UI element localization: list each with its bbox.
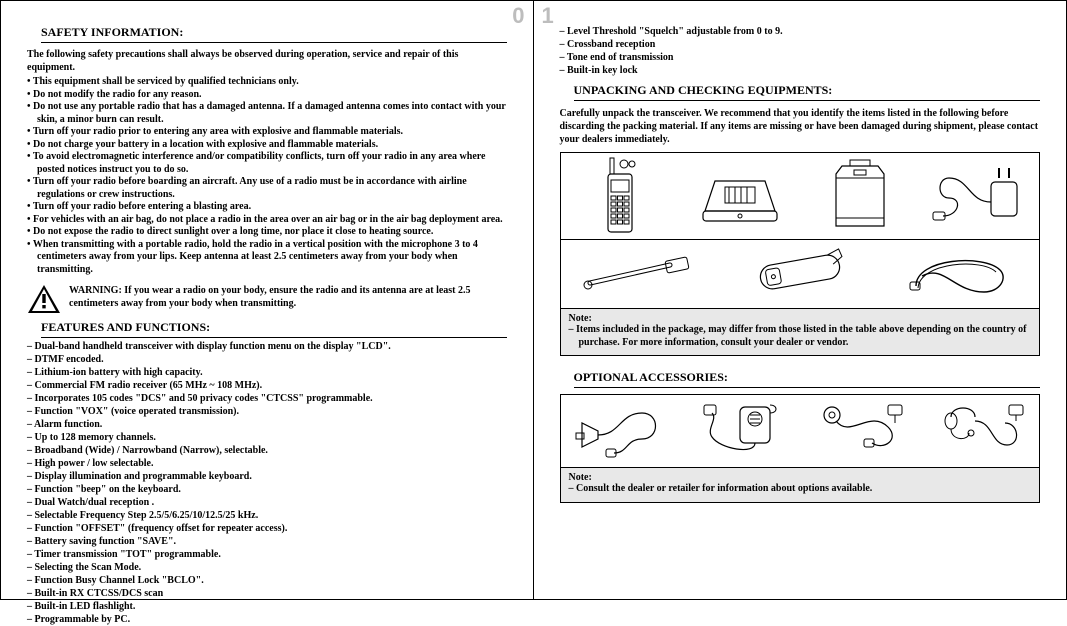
page-0: 0 SAFETY INFORMATION: The following safe… xyxy=(1,1,534,599)
feature-item: Function "OFFSET" (frequency offset for … xyxy=(27,522,507,535)
page-spread: 0 SAFETY INFORMATION: The following safe… xyxy=(0,0,1067,600)
features-title: FEATURES AND FUNCTIONS: xyxy=(41,320,507,338)
speaker-mic-icon xyxy=(680,395,800,467)
safety-list: This equipment shall be serviced by qual… xyxy=(27,76,507,276)
feature-item: Dual Watch/dual reception . xyxy=(27,496,507,509)
package-note-title: Note: xyxy=(569,313,1032,324)
safety-item: Turn off your radio prior to entering an… xyxy=(27,126,507,139)
safety-item: For vehicles with an air bag, do not pla… xyxy=(27,214,507,227)
package-note-body: Items included in the package, may diffe… xyxy=(569,324,1032,349)
feature-item: Function "VOX" (voice operated transmiss… xyxy=(27,405,507,418)
feature-item: Lithium-ion battery with high capacity. xyxy=(27,366,507,379)
feature-item: Function Busy Channel Lock "BCLO". xyxy=(27,574,507,587)
feature-item: Broadband (Wide) / Narrowband (Narrow), … xyxy=(27,444,507,457)
feature-item: Timer transmission "TOT" programmable. xyxy=(27,548,507,561)
unpacking-intro: Carefully unpack the transceiver. We rec… xyxy=(560,107,1041,146)
page-number-left: 0 xyxy=(512,3,524,29)
warning-text: WARNING: If you wear a radio on your bod… xyxy=(69,284,507,310)
wrist-strap-icon xyxy=(880,240,1040,308)
feature-item: Built-in key lock xyxy=(560,64,1041,77)
safety-item: Do not use any portable radio that has a… xyxy=(27,101,507,126)
accessories-note-title: Note: xyxy=(569,472,1032,483)
features-cont-list: Level Threshold "Squelch" adjustable fro… xyxy=(560,25,1041,77)
earpiece-icon xyxy=(800,395,920,467)
feature-item: Incorporates 105 codes "DCS" and 50 priv… xyxy=(27,392,507,405)
feature-item: Built-in RX CTCSS/DCS scan xyxy=(27,587,507,600)
feature-item: Selectable Frequency Step 2.5/5/6.25/10/… xyxy=(27,509,507,522)
package-note-box: Note: Items included in the package, may… xyxy=(560,309,1041,356)
page-number-right: 1 xyxy=(542,3,554,29)
accessories-grid xyxy=(560,394,1041,468)
feature-item: Battery saving function "SAVE". xyxy=(27,535,507,548)
belt-clip-icon xyxy=(720,240,880,308)
safety-item: When transmitting with a portable radio,… xyxy=(27,239,507,277)
safety-intro: The following safety precautions shall a… xyxy=(27,49,507,74)
unpacking-title: UNPACKING AND CHECKING EQUIPMENTS: xyxy=(574,83,1041,101)
feature-item: Programmable by PC. xyxy=(27,613,507,626)
safety-item: Turn off your radio before entering a bl… xyxy=(27,201,507,214)
battery-pack-icon xyxy=(800,153,920,239)
safety-item: To avoid electromagnetic interference an… xyxy=(27,151,507,176)
features-list: Dual-band handheld transceiver with disp… xyxy=(27,340,507,626)
feature-item: Commercial FM radio receiver (65 MHz ~ 1… xyxy=(27,379,507,392)
accessories-note-box: Note: Consult the dealer or retailer for… xyxy=(560,468,1041,503)
feature-item: Alarm function. xyxy=(27,418,507,431)
safety-item: Do not modify the radio for any reason. xyxy=(27,89,507,102)
accessories-note-body: Consult the dealer or retailer for infor… xyxy=(569,483,1032,496)
warning-row: WARNING: If you wear a radio on your bod… xyxy=(27,284,507,314)
accessories-title: OPTIONAL ACCESSORIES: xyxy=(574,370,1041,388)
feature-item: Display illumination and programmable ke… xyxy=(27,470,507,483)
feature-item: Crossband reception xyxy=(560,38,1041,51)
feature-item: Up to 128 memory channels. xyxy=(27,431,507,444)
safety-item: This equipment shall be serviced by qual… xyxy=(27,76,507,89)
warning-triangle-icon xyxy=(27,284,61,314)
car-charger-icon xyxy=(561,395,681,467)
feature-item: High power / low selectable. xyxy=(27,457,507,470)
feature-item: Function "beep" on the keyboard. xyxy=(27,483,507,496)
antenna-icon xyxy=(561,240,721,308)
feature-item: Tone end of transmission xyxy=(560,51,1041,64)
safety-title: SAFETY INFORMATION: xyxy=(41,25,507,43)
feature-item: Selecting the Scan Mode. xyxy=(27,561,507,574)
charger-cradle-icon xyxy=(680,153,800,239)
package-contents-grid xyxy=(560,152,1041,309)
power-adapter-icon xyxy=(919,153,1039,239)
feature-item: Dual-band handheld transceiver with disp… xyxy=(27,340,507,353)
safety-item: Do not charge your battery in a location… xyxy=(27,139,507,152)
safety-item: Turn off your radio before boarding an a… xyxy=(27,176,507,201)
headset-icon xyxy=(919,395,1039,467)
feature-item: Level Threshold "Squelch" adjustable fro… xyxy=(560,25,1041,38)
feature-item: DTMF encoded. xyxy=(27,353,507,366)
page-1: 1 Level Threshold "Squelch" adjustable f… xyxy=(534,1,1067,599)
handheld-radio-icon xyxy=(561,153,681,239)
feature-item: Built-in LED flashlight. xyxy=(27,600,507,613)
safety-item: Do not expose the radio to direct sunlig… xyxy=(27,226,507,239)
